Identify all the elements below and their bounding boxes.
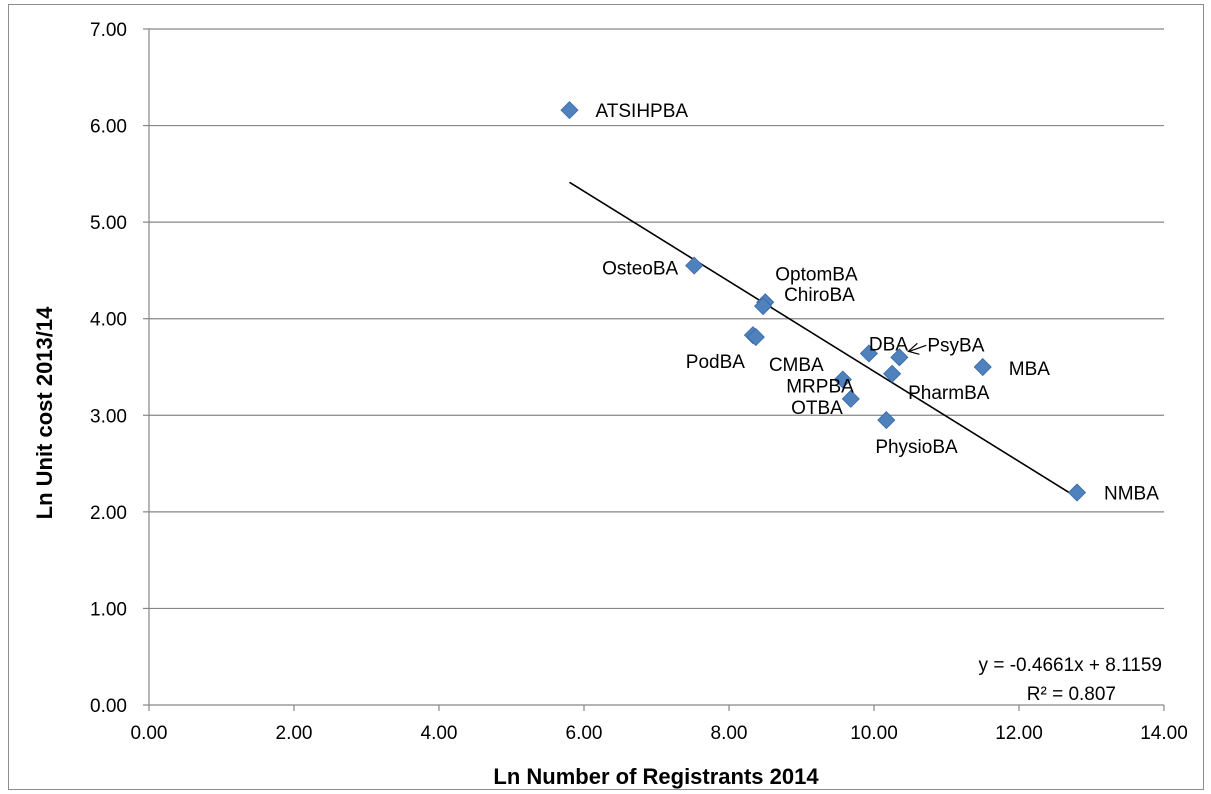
x-tick-label: 10.00 (850, 723, 898, 744)
x-tick-label: 8.00 (711, 723, 748, 744)
point-label-psyba: PsyBA (927, 335, 984, 356)
y-tick-label: 7.00 (90, 20, 127, 41)
y-tick-labels: 0.00 1.00 2.00 3.00 4.00 5.00 6.00 7.00 (90, 20, 127, 717)
point-label-osteoba: OsteoBA (602, 259, 678, 280)
x-tick-label: 14.00 (1140, 723, 1188, 744)
data-point-pharmba (883, 364, 902, 383)
point-label-optomba: OptomBA (775, 264, 858, 285)
x-tick-labels: 0.00 2.00 4.00 6.00 8.00 10.00 12.00 14.00 (131, 723, 1188, 744)
data-point-mba (973, 357, 992, 377)
psyba-leader-arrowhead (907, 342, 920, 355)
point-label-podba: PodBA (686, 352, 745, 373)
x-tick-label: 12.00 (995, 723, 1043, 744)
x-tick-label: 4.00 (421, 723, 458, 744)
x-axis-title: Ln Number of Registrants 2014 (493, 764, 819, 789)
x-tick-label: 2.00 (276, 723, 313, 744)
point-label-chiroba: ChiroBA (784, 285, 855, 306)
point-label-atsihpba: ATSIHPBA (596, 101, 689, 122)
data-point-nmba (1067, 483, 1087, 502)
data-point-dba (859, 344, 878, 363)
data-point-cmba (746, 327, 765, 347)
trendline-r-squared: R² = 0.807 (1027, 684, 1116, 705)
trendline (569, 181, 1078, 499)
point-label-dba: DBA (869, 334, 908, 355)
point-label-pharmba: PharmBA (908, 383, 990, 404)
point-label-cmba: CMBA (769, 355, 824, 376)
point-label-otba: OTBA (791, 398, 843, 419)
axes (143, 28, 1165, 711)
y-axis-title: Ln Unit cost 2013/14 (32, 306, 57, 520)
y-tick-label: 1.00 (90, 599, 127, 620)
data-point-atsihpba (560, 101, 579, 120)
data-point-otba (841, 389, 860, 408)
data-point-osteoba (685, 256, 704, 275)
x-tick-label: 6.00 (566, 723, 603, 744)
y-tick-label: 2.00 (90, 503, 127, 524)
point-label-physioba: PhysioBA (875, 437, 958, 458)
y-tick-label: 5.00 (90, 213, 127, 234)
trendline-line (569, 181, 1078, 499)
point-label-nmba: NMBA (1104, 484, 1159, 505)
data-point-chiroba (754, 297, 773, 316)
y-tick-label: 4.00 (90, 310, 127, 331)
data-point-mrpba (833, 370, 852, 389)
psyba-leader-line (909, 344, 927, 352)
trendline-equation: y = -0.4661x + 8.1159 (979, 655, 1162, 676)
point-label-mrpba: MRPBA (786, 377, 854, 398)
data-point-physioba (877, 411, 896, 430)
gridlines (149, 28, 1164, 610)
y-tick-label: 0.00 (90, 696, 127, 717)
point-label-mba: MBA (1009, 359, 1051, 380)
y-tick-label: 6.00 (90, 117, 127, 138)
x-tick-label: 0.00 (131, 723, 168, 744)
data-point-psyba (890, 348, 909, 367)
annotations (907, 342, 927, 355)
y-tick-label: 3.00 (90, 406, 127, 427)
chart-frame (8, 4, 1204, 790)
data-points (560, 101, 1087, 502)
